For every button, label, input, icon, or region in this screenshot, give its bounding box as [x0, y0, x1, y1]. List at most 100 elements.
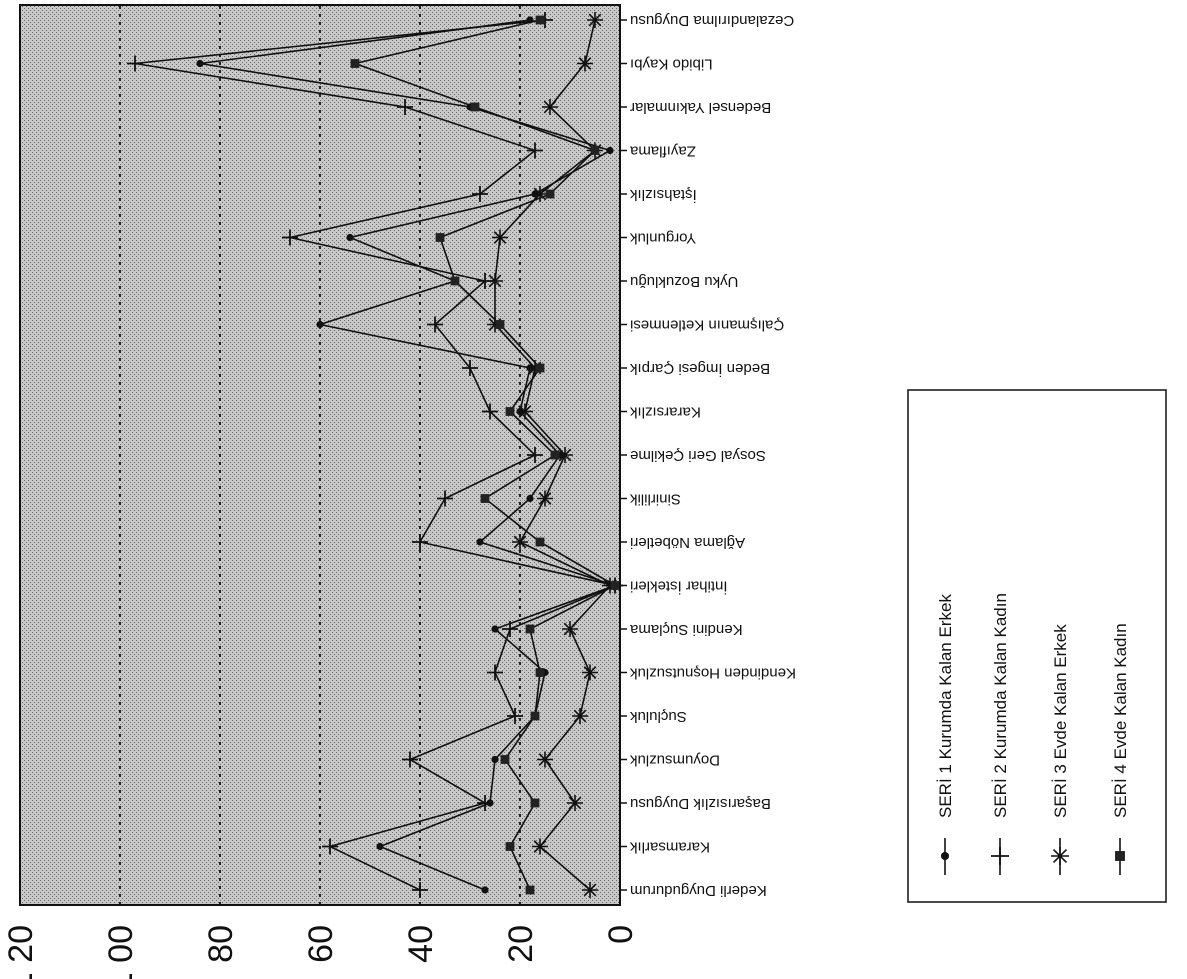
data-point	[487, 664, 503, 681]
category-label: Cezalandırılma Duygusu	[630, 12, 794, 29]
data-point	[346, 233, 354, 242]
data-point	[587, 12, 603, 28]
series-4	[350, 15, 620, 895]
legend-entry: SERİ 2 Kurumda Kalan Kadın	[991, 593, 1010, 875]
data-point	[1115, 851, 1125, 861]
legend: SERİ 1 Kurumda Kalan Erkek SERİ 2 Kurumda…	[907, 389, 1167, 903]
legend-entry: SERİ 4 Evde Kalan Kadın	[1111, 623, 1130, 875]
legend-label: SERİ 1 Kurumda Kalan Erkek	[936, 594, 955, 818]
data-point	[525, 885, 535, 895]
data-point	[530, 711, 540, 721]
data-point	[481, 886, 489, 894]
data-point	[402, 751, 418, 768]
category-label: Sosyal Geri Çekilme	[630, 447, 766, 464]
data-point	[435, 233, 445, 242]
category-label: İntihar İstekleri	[630, 578, 728, 596]
data-point	[502, 621, 518, 637]
data-point	[535, 15, 545, 25]
data-point	[532, 838, 548, 855]
data-point	[507, 708, 523, 724]
data-point	[450, 276, 460, 286]
data-point	[577, 55, 593, 72]
data-point	[535, 668, 545, 677]
value-tick-label: 1 20	[2, 925, 40, 979]
category-label: Başarısızlık Duygusu	[630, 795, 771, 812]
category-label: Çalışmanın Ketlenmesi	[630, 317, 784, 334]
data-point	[487, 316, 503, 333]
data-point	[532, 186, 548, 202]
value-tick-label: 80	[202, 925, 240, 963]
data-point	[412, 882, 428, 898]
data-point	[350, 59, 360, 68]
data-point	[477, 795, 493, 811]
data-point	[376, 842, 384, 851]
category-label: Kederli Duygudurum	[630, 882, 767, 899]
data-point	[412, 534, 428, 550]
data-point	[542, 99, 558, 115]
category-label: Sinirlilik	[630, 491, 681, 508]
data-point	[491, 755, 499, 764]
data-point	[537, 751, 553, 768]
category-label: Kararsızlık	[630, 404, 701, 421]
data-point	[991, 847, 1009, 865]
data-point	[517, 403, 533, 420]
data-point	[316, 320, 324, 329]
data-point	[572, 708, 588, 724]
data-point	[397, 99, 413, 115]
value-axis: 0 20 40 60 80 1 00 1 20	[2, 925, 640, 979]
category-label: Karamsarlık	[630, 839, 711, 856]
data-point	[527, 447, 543, 463]
data-point	[525, 624, 535, 634]
category-label: Kendini Suçlama	[629, 621, 742, 638]
data-point	[530, 798, 540, 808]
data-point	[590, 146, 600, 155]
data-point	[462, 360, 478, 376]
category-label: Doyumsuzluk	[630, 752, 721, 769]
value-tick-label: 60	[302, 925, 340, 963]
data-point	[537, 490, 553, 507]
data-point	[470, 102, 480, 112]
value-tick-label: 20	[502, 925, 540, 963]
category-label: Suçluluk	[630, 708, 687, 725]
data-point	[500, 755, 510, 764]
series-2	[127, 12, 623, 898]
data-point	[505, 407, 515, 416]
data-point	[491, 625, 499, 633]
legend-label: SERİ 2 Kurumda Kalan Kadın	[991, 593, 1010, 818]
category-label: İştahsızlık	[630, 186, 697, 204]
category-label: Bedensel Yakınmalar	[630, 99, 771, 116]
legend-entry: SERİ 1 Kurumda Kalan Erkek	[936, 594, 955, 875]
value-tick-label: 40	[402, 925, 440, 963]
category-label: Beden İmgesi Çarpık	[630, 360, 771, 378]
data-point	[482, 403, 498, 420]
data-point	[472, 186, 488, 202]
data-point	[437, 490, 453, 507]
legend-entry: SERİ 3 Evde Kalan Erkek	[1051, 624, 1070, 875]
data-point	[527, 142, 543, 159]
data-point	[526, 494, 534, 503]
data-point	[582, 882, 598, 898]
data-point	[535, 537, 545, 547]
category-label: Zayıflama	[629, 143, 696, 160]
data-point	[545, 189, 555, 199]
data-point	[535, 363, 545, 373]
value-tick-label: 1 00	[102, 925, 140, 979]
data-point	[557, 447, 573, 463]
data-point	[602, 577, 618, 594]
data-point	[940, 851, 950, 861]
category-label: Libido Kaybı	[630, 56, 713, 73]
category-label: Yorgunluk	[630, 230, 697, 247]
value-tick-label: 0	[602, 925, 640, 944]
data-point	[480, 494, 490, 503]
data-point	[495, 320, 505, 329]
data-point	[505, 842, 515, 851]
data-point	[282, 229, 298, 246]
category-axis: Kederli Duygudurum Karamsarlık Başarısızlı…	[620, 12, 796, 899]
legend-box	[907, 389, 1167, 903]
grid-lines	[119, 6, 521, 904]
legend-label: SERİ 3 Evde Kalan Erkek	[1051, 624, 1070, 818]
category-label: Uyku Bozukluğu	[630, 273, 738, 290]
data-point	[1051, 847, 1069, 865]
data-point	[127, 55, 143, 72]
